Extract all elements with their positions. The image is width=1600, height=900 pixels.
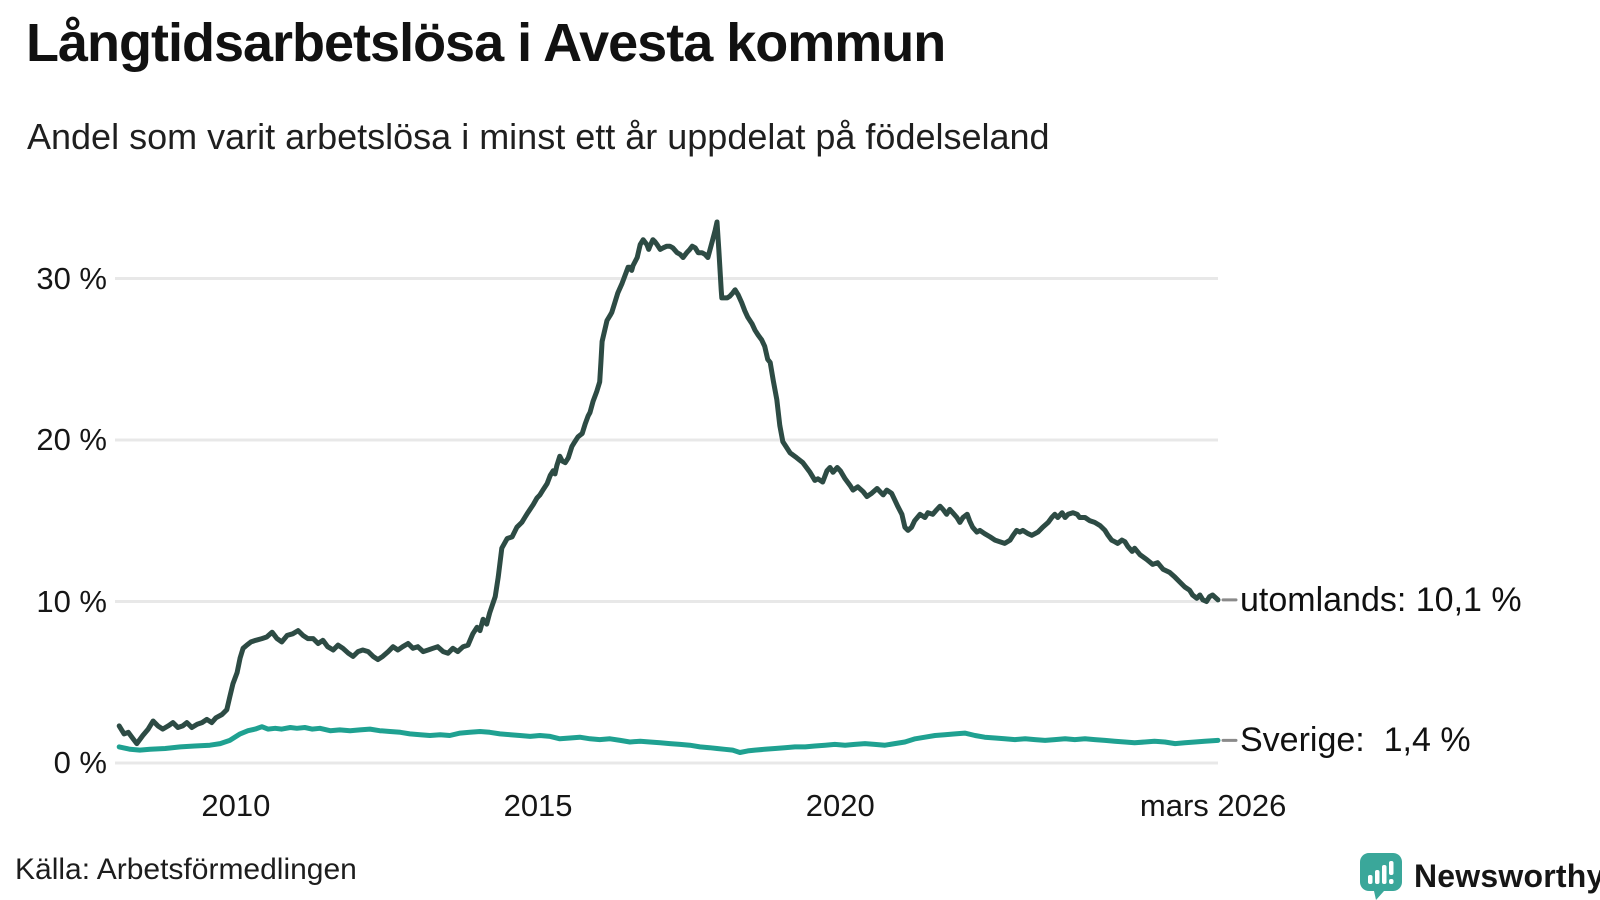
y-tick-label-20: 20 %	[36, 422, 107, 457]
chart-subtitle: Andel som varit arbetslösa i minst ett å…	[27, 116, 1050, 157]
series-lines	[116, 219, 1221, 755]
sverige-line	[116, 724, 1221, 755]
newsworthy-bubble-icon	[1360, 853, 1402, 900]
newsworthy-wordmark: Newsworthy	[1414, 858, 1600, 894]
x-tick-label-2010: 2010	[201, 788, 271, 823]
x-tick-label-2020: 2020	[805, 788, 875, 823]
y-tick-label-30: 30 %	[36, 260, 107, 296]
page-title: Långtidsarbetslösa i Avesta kommun	[26, 13, 946, 73]
y-tick-label-10: 10 %	[36, 583, 107, 619]
newsworthy-logo: Newsworthy	[1360, 853, 1600, 900]
utomlands-line	[116, 219, 1221, 747]
x-tick-label-mars-2026: mars 2026	[1139, 788, 1287, 823]
source-caption: Källa: Arbetsförmedlingen	[15, 853, 357, 886]
y-tick-label-0: 0 %	[53, 745, 107, 780]
gridlines	[115, 277, 1218, 765]
utomlands-end-label: utomlands: 10,1 %	[1240, 580, 1522, 619]
x-tick-label-2015: 2015	[503, 788, 573, 823]
sverige-end-label: Sverige: 1,4 %	[1240, 721, 1471, 760]
end-label-tick-dashes	[1221, 598, 1238, 742]
